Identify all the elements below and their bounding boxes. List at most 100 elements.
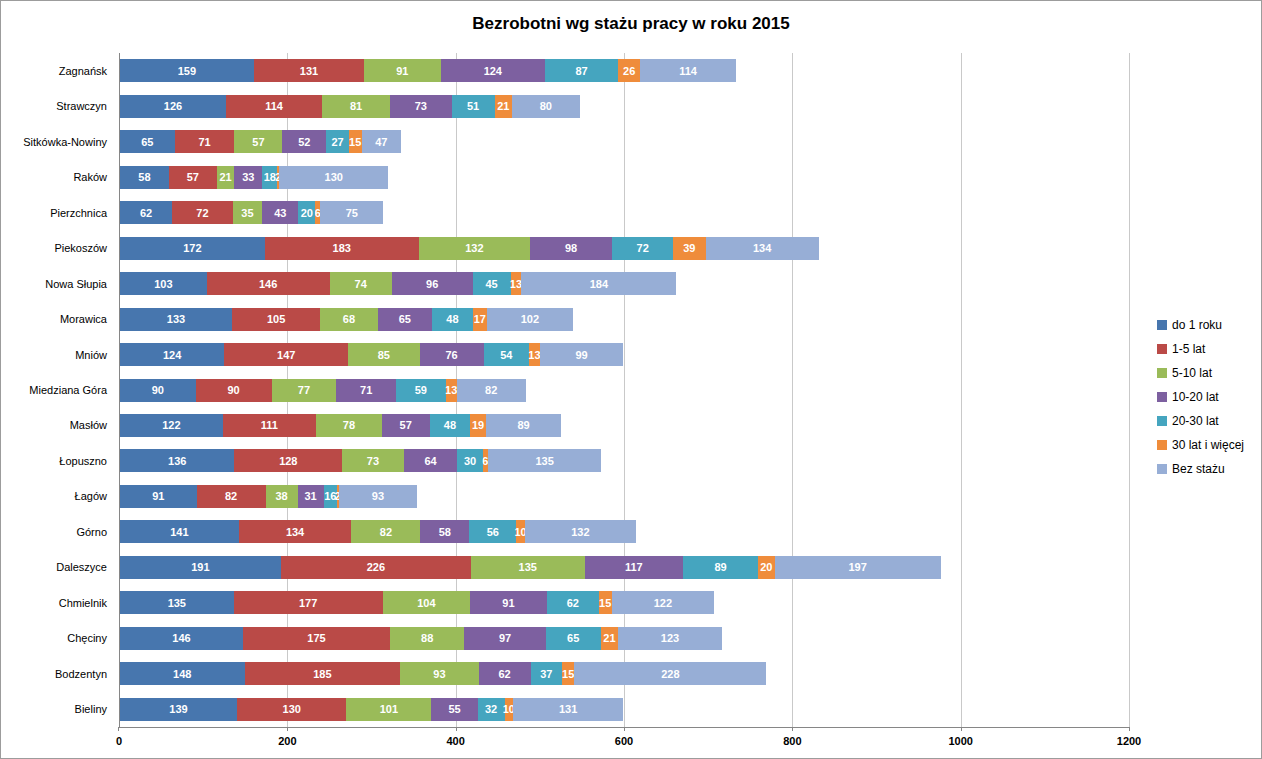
bar-segment: 65 [546,627,601,650]
bar-segment: 13 [446,379,457,402]
legend-item: 10-20 lat [1157,385,1244,409]
bar-segment: 21 [495,95,513,118]
bar-value-label: 132 [465,242,483,254]
bar-segment: 91 [470,591,547,614]
bar-value-label: 98 [565,242,577,254]
bar-value-label: 184 [590,278,608,290]
bar-segment: 17 [473,308,487,331]
bar-value-label: 136 [168,455,186,467]
category-axis: ZagnańskStrawczynSitkówka-NowinyRakówPie… [1,53,113,727]
bar-value-label: 89 [517,419,529,431]
bar-segment: 15 [349,130,362,153]
bar-segment: 147 [224,343,348,366]
category-label: Morawica [1,313,107,325]
bar-value-label: 59 [415,384,427,396]
category-label: Raków [1,171,107,183]
bar-value-label: 103 [154,278,172,290]
bar-segment: 51 [452,95,495,118]
bar-value-label: 58 [439,526,451,538]
bar-value-label: 21 [497,100,509,112]
bar-value-label: 134 [753,242,771,254]
bar-segment: 21 [601,627,619,650]
bar-value-label: 58 [138,171,150,183]
bar-segment: 13 [511,272,522,295]
legend-label: 30 lat i więcej [1172,438,1244,452]
bar-segment: 93 [339,485,417,508]
bar-segment: 183 [265,237,419,260]
bar-value-label: 62 [498,668,510,680]
bar-value-label: 57 [252,136,264,148]
bar-value-label: 35 [241,207,253,219]
bar-segment: 98 [530,237,612,260]
x-tick-mark [287,727,288,731]
bar-segment: 135 [120,591,234,614]
bar-segment: 124 [441,59,545,82]
bar-value-label: 13 [528,349,540,361]
bar-segment: 15 [599,591,612,614]
plot-area: 1591319112487261141261148173512180657157… [119,53,1130,728]
bar-value-label: 102 [521,313,539,325]
bar-value-label: 96 [426,278,438,290]
bar-value-label: 131 [300,65,318,77]
bar-value-label: 39 [683,242,695,254]
bar-segment: 48 [432,308,472,331]
chart-canvas: Bezrobotni wg stażu pracy w roku 2015 Za… [0,0,1262,759]
bar-segment: 148 [120,662,245,685]
bar-segment: 38 [266,485,298,508]
bar-segment: 57 [169,166,217,189]
bar-value-label: 85 [378,349,390,361]
category-label: Łagów [1,490,107,502]
bar-segment: 197 [775,556,941,579]
bar-value-label: 91 [502,597,514,609]
x-tick-label: 0 [116,735,122,747]
bar-row: 159131911248726114 [120,59,736,82]
bar-segment: 20 [298,201,315,224]
bar-segment: 55 [431,698,477,721]
bar-value-label: 72 [637,242,649,254]
bar-segment: 58 [420,520,469,543]
bar-segment: 139 [120,698,237,721]
legend-label: do 1 roku [1172,318,1222,332]
legend-label: 1-5 lat [1172,342,1205,356]
bar-row: 65715752271547 [120,130,401,153]
bar-segment: 141 [120,520,239,543]
legend-label: Bez stażu [1172,462,1225,476]
legend-swatch-icon [1157,464,1167,474]
legend-swatch-icon [1157,344,1167,354]
bar-segment: 57 [382,414,430,437]
category-label: Strawczyn [1,100,107,112]
bar-segment: 47 [362,130,402,153]
bar-value-label: 54 [500,349,512,361]
bar-value-label: 126 [164,100,182,112]
bar-value-label: 172 [183,242,201,254]
bar-value-label: 132 [571,526,589,538]
category-label: Mniów [1,349,107,361]
bar-segment: 21 [217,166,235,189]
bar-segment: 132 [419,237,530,260]
bar-segment: 90 [120,379,196,402]
bar-segment: 56 [469,520,516,543]
bar-segment: 20 [758,556,775,579]
bar-segment: 52 [282,130,326,153]
bar-value-label: 71 [360,384,372,396]
bar-segment: 117 [585,556,683,579]
bar-segment: 228 [574,662,766,685]
bar-value-label: 77 [298,384,310,396]
bar-value-label: 21 [603,632,615,644]
bar-row: 14113482585610132 [120,520,636,543]
bar-value-label: 30 [464,455,476,467]
bar-value-label: 148 [173,668,191,680]
bar-segment: 73 [390,95,451,118]
bar-segment: 62 [120,201,172,224]
bar-row: 14818593623715228 [120,662,766,685]
bar-segment: 33 [234,166,262,189]
bar-segment: 175 [243,627,390,650]
bar-value-label: 131 [559,703,577,715]
bar-value-label: 90 [228,384,240,396]
bar-value-label: 82 [485,384,497,396]
bar-value-label: 62 [567,597,579,609]
x-tick-mark [118,727,119,731]
x-tick-mark [792,727,793,731]
bar-value-label: 45 [485,278,497,290]
value-axis: 020040060080010001200 [119,735,1129,751]
